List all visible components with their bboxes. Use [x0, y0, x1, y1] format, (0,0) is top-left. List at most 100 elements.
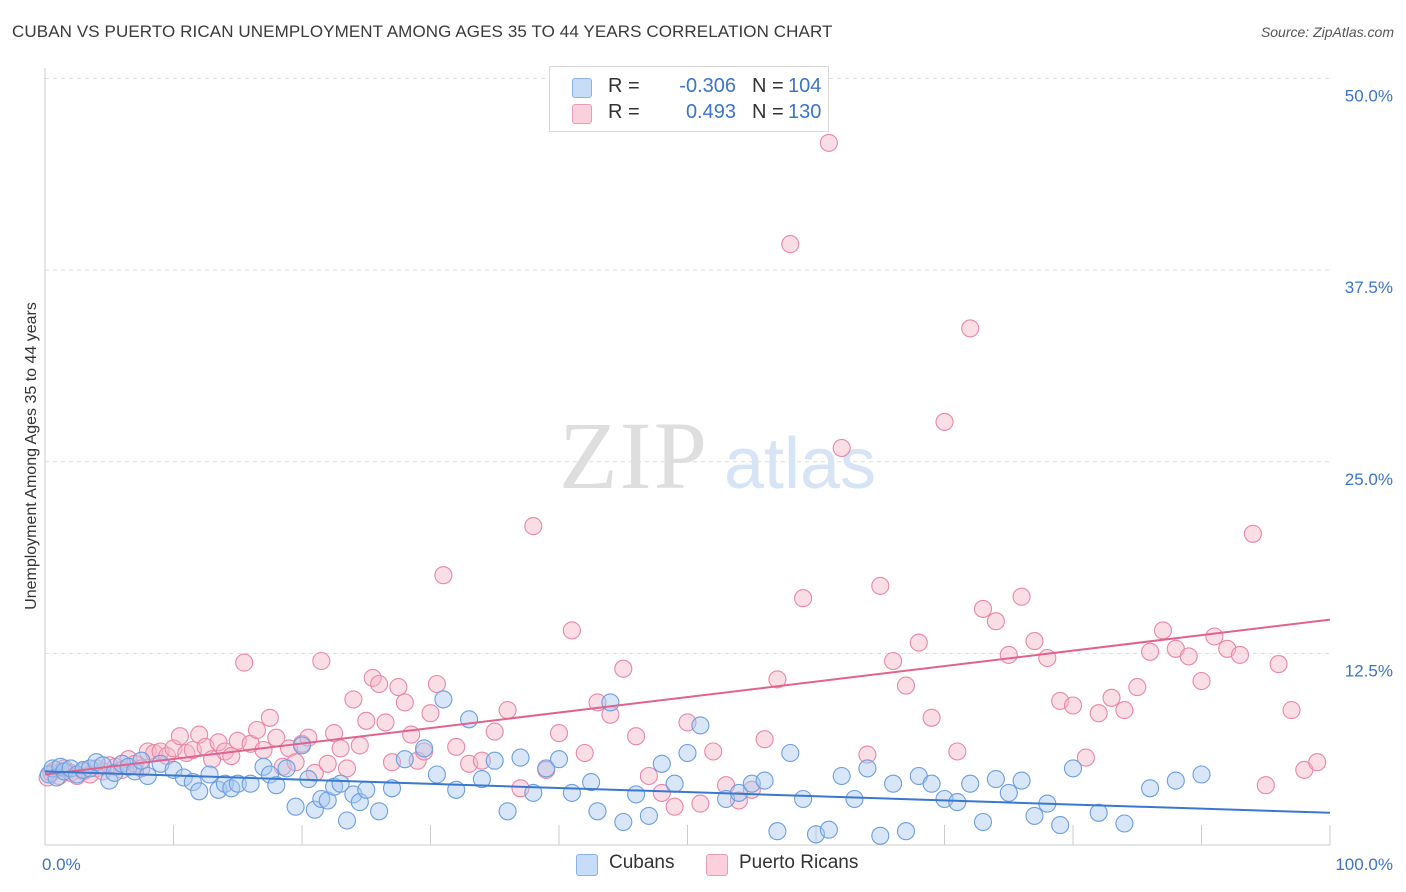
cuban-point: [277, 759, 296, 778]
cuban-point: [961, 774, 980, 793]
puerto-rican-point: [871, 576, 890, 595]
cuban-point: [337, 811, 357, 830]
puerto-rican-point: [331, 739, 350, 758]
puerto-rican-point: [652, 783, 671, 802]
puerto-rican-point: [1243, 524, 1262, 543]
puerto-rican-point: [325, 724, 344, 743]
cuban-point: [691, 716, 710, 735]
cuban-point: [896, 822, 916, 841]
cuban-point: [434, 690, 453, 709]
cuban-point: [1115, 814, 1134, 833]
cuban-point: [312, 789, 331, 809]
cuban-point: [132, 751, 151, 770]
puerto-rican-point: [1230, 645, 1250, 664]
puerto-rican-point: [858, 745, 877, 764]
puerto-rican-point: [357, 711, 376, 730]
puerto-rican-point: [627, 727, 646, 746]
legend-swatch-puerto-ricans: [572, 104, 592, 124]
cuban-point: [832, 766, 851, 786]
cuban-point: [562, 783, 581, 802]
puerto-rican-point: [434, 566, 453, 585]
cuban-point: [1012, 771, 1031, 790]
puerto-rican-point: [1153, 621, 1173, 640]
cuban-point: [292, 736, 312, 755]
puerto-rican-point: [935, 412, 954, 431]
y-tick-label: 37.5%: [1345, 278, 1393, 297]
cuban-point: [183, 773, 202, 792]
cuban-point: [845, 789, 864, 809]
cuban-point: [164, 760, 183, 779]
puerto-rican-point: [1308, 753, 1327, 772]
cuban-point: [241, 774, 260, 793]
cuban-trend-line: [44, 770, 1331, 814]
y-tick-label: 12.5%: [1345, 661, 1393, 680]
puerto-rican-point: [485, 722, 504, 741]
gridlines: [45, 78, 1330, 654]
puerto-rican-point: [999, 645, 1018, 664]
puerto-rican-point: [896, 676, 916, 695]
legend-r-label: R =: [608, 75, 640, 97]
chart-title: CUBAN VS PUERTO RICAN UNEMPLOYMENT AMONG…: [12, 22, 833, 41]
legend-swatch-cubans: [572, 78, 592, 98]
cuban-points: [39, 690, 1211, 845]
cuban-point: [986, 770, 1005, 789]
cuban-point: [819, 820, 838, 839]
cuban-point: [768, 822, 787, 841]
puerto-rican-point: [260, 708, 279, 727]
puerto-rican-point: [1205, 627, 1224, 646]
puerto-rican-point: [832, 438, 851, 458]
legend-n-label: N =: [752, 101, 784, 123]
puerto-rican-point: [524, 517, 543, 536]
puerto-rican-point: [639, 766, 658, 786]
y-axis-label: Unemployment Among Ages 35 to 44 years: [23, 302, 40, 610]
puerto-rican-point: [235, 653, 254, 672]
puerto-rican-point: [1179, 647, 1198, 666]
puerto-rican-point: [755, 730, 774, 749]
puerto-rican-point: [1115, 701, 1134, 720]
cuban-point: [200, 765, 219, 784]
cuban-point: [286, 797, 305, 816]
cuban-point: [922, 774, 941, 793]
puerto-rican-point: [1012, 587, 1031, 606]
puerto-rican-point: [665, 797, 684, 816]
puerto-rican-point: [254, 740, 273, 760]
puerto-rican-point: [884, 651, 903, 671]
cuban-point: [1141, 779, 1160, 798]
cuban-point: [190, 782, 209, 801]
puerto-rican-point: [286, 753, 305, 772]
cuban-point: [884, 774, 903, 793]
cuban-point: [267, 776, 286, 795]
cuban-point: [1051, 816, 1070, 835]
puerto-rican-point: [337, 759, 357, 778]
cuban-point: [1166, 771, 1185, 790]
puerto-rican-point: [498, 701, 517, 720]
puerto-rican-point: [170, 727, 189, 746]
puerto-rican-point: [389, 678, 408, 697]
cuban-point: [601, 693, 620, 712]
puerto-rican-point: [794, 589, 813, 608]
cuban-point: [485, 751, 504, 770]
puerto-rican-point: [472, 751, 491, 770]
x-tick-label: 100.0%: [1335, 855, 1393, 874]
cuban-point: [382, 779, 402, 798]
watermark-zip: ZIP: [559, 402, 709, 509]
puerto-rican-point: [138, 742, 157, 761]
cuban-point: [794, 789, 813, 809]
puerto-rican-point: [768, 670, 787, 689]
puerto-rican-point: [1076, 748, 1095, 767]
puerto-rican-point: [421, 704, 440, 723]
puerto-rican-point: [909, 633, 928, 652]
watermark-atlas: atlas: [724, 424, 876, 504]
cuban-point: [781, 743, 800, 763]
cuban-point: [357, 780, 376, 799]
cuban-point: [582, 773, 601, 792]
cuban-point: [973, 812, 993, 832]
cuban-point: [948, 793, 967, 812]
puerto-rican-point: [395, 693, 414, 712]
legend-n-value: 130: [788, 101, 822, 123]
puerto-rican-point: [562, 621, 581, 640]
puerto-rican-point: [318, 754, 337, 773]
cuban-point: [427, 765, 446, 784]
tick-labels: 12.5% 25.0% 37.5% 50.0% 0.0% 100.0%: [42, 87, 1393, 875]
cuban-point: [460, 710, 479, 729]
